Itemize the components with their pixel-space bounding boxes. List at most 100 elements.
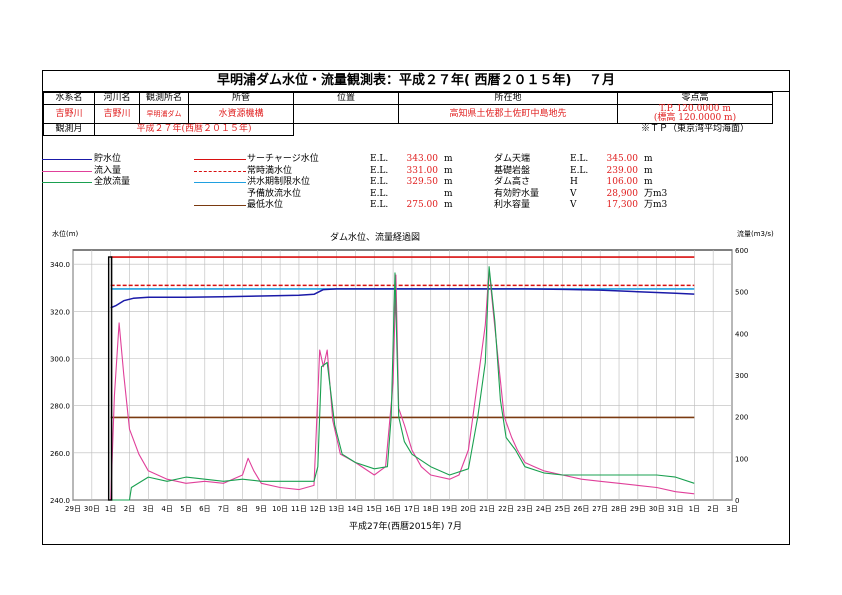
tp-note: ※ＴＰ（東京湾平均海面）: [640, 124, 749, 135]
ref-legend-unit-5: m: [444, 200, 453, 210]
ref-legend-line-4: [194, 193, 246, 195]
x-tick-label: 5日: [180, 505, 191, 513]
x-tick-label: 19日: [442, 505, 458, 513]
series-line-1: [110, 288, 695, 309]
ref-legend-label-5: 最低水位: [247, 200, 284, 210]
legend-line-2: [42, 170, 92, 172]
ref-legend-el-2: E.L.: [370, 165, 389, 176]
x-tick-label: 24日: [536, 505, 552, 513]
ref-legend-line-5: [194, 205, 246, 206]
x-tick-label: 22日: [498, 505, 514, 513]
x-tick-label: 21日: [479, 505, 495, 513]
ref-legend-value-3: 329.50: [406, 177, 439, 187]
ref-legend-el-4: E.L.: [370, 188, 389, 199]
zero-high-tp: T.P. 120.0000 m: [659, 104, 731, 114]
report-title: 早明浦ダム水位・流量観測表：平成２７年( 西暦２０１５年) ７月: [43, 71, 789, 92]
x-tick-label: 16日: [385, 505, 401, 513]
zero-high-elev: (標高 120.0000 m): [653, 113, 737, 123]
x-tick-label: 12日: [310, 505, 326, 513]
x-axis-title: 平成27年(西暦2015年) 7月: [349, 522, 462, 532]
dam-spec-value-2: 239.00: [606, 165, 639, 176]
x-tick-label: 13日: [329, 505, 345, 513]
x-tick-label: 6日: [199, 505, 210, 513]
x-tick-label: 11日: [291, 505, 307, 513]
dam-spec-value-5: 17,300: [606, 200, 639, 210]
dam-spec-label-3: ダム高さ: [494, 177, 531, 187]
x-tick-label: 2日: [707, 505, 718, 513]
dam-spec-el-3: H: [570, 177, 578, 187]
legend-line-3: [42, 182, 92, 183]
ref-legend-value-2: 331.00: [406, 165, 439, 176]
ref-legend-label-1: サーチャージ水位: [247, 154, 319, 164]
x-tick-label: 3日: [726, 505, 737, 513]
dam-spec-value-1: 345.00: [606, 154, 639, 164]
dam-spec-el-4: V: [570, 188, 577, 199]
obs-month-value: 平成２７年(西暦２０１５年): [94, 123, 294, 136]
y-right-tick-label: 400: [735, 330, 748, 338]
x-tick-label: 27日: [592, 505, 608, 513]
x-tick-label: 15日: [366, 505, 382, 513]
series-line-3: [110, 266, 695, 501]
ref-legend-unit-2: m: [444, 165, 453, 176]
dam-spec-unit-2: m: [644, 165, 653, 176]
ref-legend-line-3: [194, 182, 246, 183]
x-tick-label: 1日: [689, 505, 700, 513]
dam-spec-el-5: V: [570, 200, 577, 210]
x-tick-label: 23日: [517, 505, 533, 513]
dam-spec-label-1: ダム天端: [494, 154, 531, 164]
y-left-tick-label: 280.0: [50, 403, 70, 411]
dam-spec-label-2: 基礎岩盤: [494, 165, 531, 176]
y-right-tick-label: 500: [735, 289, 748, 297]
y-left-axis-label: 水位(m): [52, 230, 79, 238]
dam-spec-el-1: E.L.: [570, 154, 589, 164]
y-right-tick-label: 200: [735, 414, 748, 422]
ref-legend-label-4: 予備放流水位: [247, 188, 302, 199]
station-info-table: 水系名 河川名 観測所名 所管 位置 所在地 零点高 吉野川 吉野川 早明浦ダム…: [43, 92, 773, 136]
dam-spec-label-5: 利水容量: [494, 200, 531, 210]
legend-label-1: 貯水位: [94, 154, 122, 164]
y-right-tick-label: 600: [735, 247, 748, 255]
ref-legend-value-1: 343.00: [406, 154, 439, 164]
start-marker: [107, 256, 113, 501]
y-left-tick-label: 300.0: [50, 355, 70, 363]
y-left-tick-label: 240.0: [50, 497, 70, 505]
y-left-tick-label: 320.0: [50, 308, 70, 316]
chart-title: ダム水位、流量経過図: [330, 233, 421, 243]
ref-legend-label-2: 常時満水位: [247, 165, 293, 176]
series-line-2: [110, 268, 695, 501]
y-right-tick-label: 0: [735, 497, 739, 505]
y-left-tick-label: 340.0: [50, 261, 70, 269]
x-tick-label: 14日: [347, 505, 363, 513]
x-tick-label: 4日: [161, 505, 172, 513]
y-right-tick-label: 300: [735, 372, 748, 380]
legend-label-2: 流入量: [94, 165, 122, 176]
info-value-zero: T.P. 120.0000 m (標高 120.0000 m): [617, 104, 773, 124]
legend-label-3: 全放流量: [94, 177, 131, 187]
y-right-tick-label: 100: [735, 455, 748, 463]
x-tick-label: 30日: [649, 505, 665, 513]
ref-legend-label-3: 洪水期制限水位: [247, 177, 311, 187]
x-tick-label: 1日: [105, 505, 116, 513]
ref-legend-el-5: E.L.: [370, 200, 389, 210]
x-tick-label: 30日: [84, 505, 100, 513]
ref-legend-el-1: E.L.: [370, 154, 389, 164]
x-tick-label: 29日: [65, 505, 81, 513]
ref-legend-line-1: [194, 159, 246, 160]
ref-legend-el-3: E.L.: [370, 177, 389, 187]
ref-legend-value-5: 275.00: [406, 200, 439, 210]
ref-legend-unit-4: m: [444, 188, 453, 199]
legend-line-1: [42, 159, 92, 160]
x-tick-label: 31日: [668, 505, 684, 513]
dam-spec-value-4: 28,900: [606, 188, 639, 199]
dam-spec-unit-5: 万m3: [644, 200, 668, 210]
x-tick-label: 26日: [573, 505, 589, 513]
x-tick-label: 7日: [218, 505, 229, 513]
x-tick-label: 29日: [630, 505, 646, 513]
x-tick-label: 18日: [423, 505, 439, 513]
x-tick-label: 10日: [272, 505, 288, 513]
x-tick-label: 28日: [611, 505, 627, 513]
x-tick-label: 9日: [256, 505, 267, 513]
dam-spec-unit-1: m: [644, 154, 653, 164]
y-left-tick-label: 260.0: [50, 450, 70, 458]
